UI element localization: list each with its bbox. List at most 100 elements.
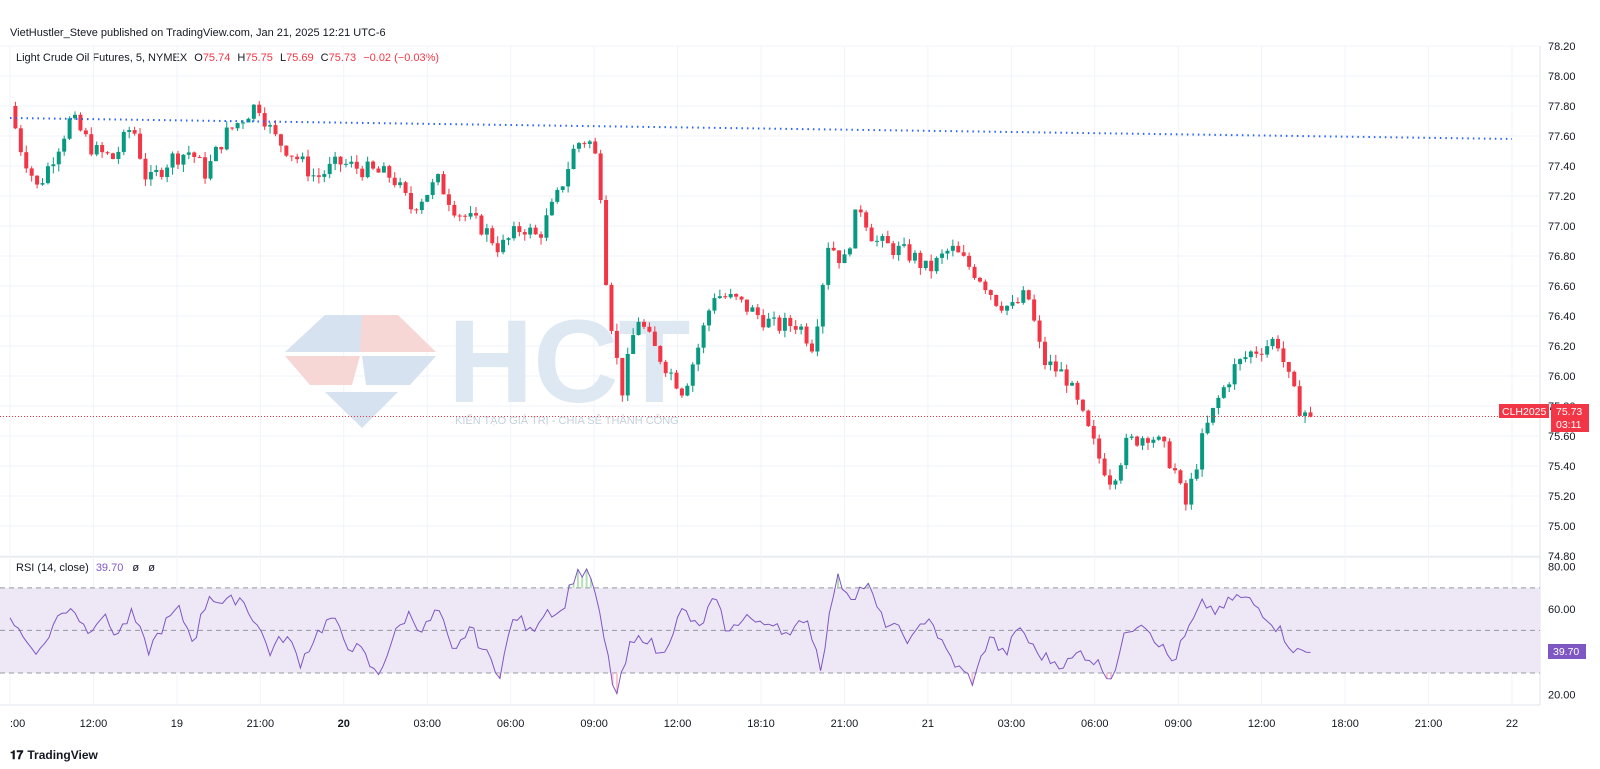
candle-body bbox=[555, 189, 560, 202]
candle-body bbox=[788, 317, 793, 327]
price-tick-label: 75.40 bbox=[1548, 461, 1576, 473]
candle-body bbox=[604, 199, 609, 285]
candle-body bbox=[230, 127, 235, 129]
rsi-tag-value: 39.70 bbox=[1553, 646, 1579, 658]
candle-body bbox=[983, 281, 988, 291]
price-axis[interactable]: 78.20 78.00 77.80 77.60 77.40 77.20 77.00 76.80… bbox=[1548, 41, 1576, 701]
candle-body bbox=[251, 104, 256, 119]
candle-body bbox=[1129, 436, 1134, 438]
candle-body bbox=[414, 209, 419, 211]
symbol-name[interactable]: Light Crude Oil Futures, 5, NYMEX bbox=[16, 52, 188, 64]
rsi-tick-label: 20.00 bbox=[1548, 689, 1576, 701]
candle-body bbox=[696, 347, 701, 365]
candle-body bbox=[1140, 438, 1145, 446]
candle-body bbox=[744, 299, 749, 312]
candle-body bbox=[110, 153, 115, 159]
candle-body bbox=[1275, 338, 1280, 349]
candle-body bbox=[441, 174, 446, 195]
time-axis[interactable]: :00 12:00 19 21:00 20 03:00 06:00 09:00 12:00 18:… bbox=[10, 718, 1518, 730]
candle-body bbox=[885, 236, 890, 244]
candle-body bbox=[1102, 458, 1107, 476]
rsi-line bbox=[9, 567, 1311, 696]
candle-body bbox=[343, 163, 348, 165]
candle-body bbox=[820, 284, 825, 327]
candle-body bbox=[24, 152, 29, 169]
watermark-slogan: KIẾN TẠO GIÁ TRỊ - CHIA SẺ THÀNH CÔNG bbox=[455, 414, 679, 427]
candle-body bbox=[658, 346, 663, 362]
candle-body bbox=[322, 174, 327, 177]
candle-body bbox=[1048, 361, 1053, 366]
rsi-tag-bg bbox=[1548, 644, 1586, 659]
watermark-diamond-bottom bbox=[325, 392, 398, 428]
hct-watermark: HCT KIẾN TẠO GIÁ TRỊ - CHIA SẺ THÀNH CÔN… bbox=[285, 296, 691, 428]
candle-body bbox=[45, 166, 50, 184]
candle-body bbox=[371, 161, 376, 169]
watermark-letters: HCT bbox=[448, 296, 691, 428]
rsi-overbought-fill bbox=[568, 569, 870, 588]
candle-body bbox=[571, 148, 576, 170]
price-tag-value: 75.73 bbox=[1556, 406, 1582, 418]
candle-body bbox=[268, 125, 273, 127]
time-tick-label: 03:00 bbox=[998, 718, 1026, 730]
candle-body bbox=[685, 385, 690, 396]
candle-body bbox=[511, 226, 516, 239]
candle-body bbox=[365, 161, 370, 178]
candle-body bbox=[1259, 353, 1264, 355]
candle-body bbox=[880, 236, 885, 241]
candle-body bbox=[853, 209, 858, 249]
rsi-name[interactable]: RSI (14, close) bbox=[16, 562, 89, 574]
candle-body bbox=[1178, 470, 1183, 484]
candle-body bbox=[750, 307, 755, 312]
candle-body bbox=[1070, 382, 1075, 386]
candle-body bbox=[262, 113, 267, 127]
time-tick-label: 06:00 bbox=[497, 718, 525, 730]
candle-body bbox=[219, 146, 224, 150]
candle-body bbox=[349, 161, 354, 164]
candle-body bbox=[186, 152, 191, 155]
candle-body bbox=[1210, 407, 1215, 423]
candle-body bbox=[858, 209, 863, 213]
price-tag-countdown: 03:11 bbox=[1556, 419, 1582, 431]
candle-body bbox=[1297, 386, 1302, 416]
candle-body bbox=[175, 153, 180, 165]
rsi-oversold-fill bbox=[377, 673, 1113, 694]
candle-body bbox=[360, 168, 365, 178]
candle-body bbox=[192, 152, 197, 157]
candle-body bbox=[1221, 387, 1226, 398]
candle-body bbox=[809, 343, 814, 352]
price-tick-label: 76.80 bbox=[1548, 251, 1576, 263]
candle-body bbox=[1026, 290, 1031, 300]
candle-body bbox=[679, 388, 684, 396]
price-tick-label: 78.00 bbox=[1548, 71, 1576, 83]
tradingview-logo-icon: 𝟏𝟕 bbox=[10, 748, 24, 762]
candle-body bbox=[1162, 436, 1167, 442]
time-tick-label: 09:00 bbox=[1164, 718, 1192, 730]
candle-body bbox=[13, 106, 18, 129]
candle-body bbox=[1124, 437, 1129, 466]
candle-body bbox=[1005, 305, 1010, 311]
candle-body bbox=[132, 130, 137, 134]
candle-body bbox=[793, 326, 798, 330]
candle-body bbox=[652, 331, 657, 347]
candle-body bbox=[907, 244, 912, 261]
candle-body bbox=[398, 182, 403, 186]
candle-body bbox=[1270, 338, 1275, 347]
candle-body bbox=[912, 252, 917, 261]
candle-body bbox=[1010, 302, 1015, 306]
candle-body bbox=[934, 257, 939, 272]
candle-body bbox=[446, 194, 451, 205]
watermark-diamond-top-right bbox=[360, 315, 436, 352]
tradingview-footer[interactable]: 𝟏𝟕 TradingView bbox=[10, 748, 98, 763]
candle-body bbox=[772, 317, 777, 319]
candle-body bbox=[457, 215, 462, 217]
candle-body bbox=[78, 114, 83, 131]
candle-body bbox=[1118, 465, 1123, 481]
candle-body bbox=[1086, 410, 1091, 427]
candle-body bbox=[468, 213, 473, 217]
candle-body bbox=[598, 153, 603, 200]
last-price-tag: CLH2025 75.73 03:11 bbox=[1499, 404, 1589, 432]
candle-body bbox=[1205, 422, 1210, 434]
candle-body bbox=[403, 182, 408, 193]
candle-body bbox=[815, 326, 820, 352]
